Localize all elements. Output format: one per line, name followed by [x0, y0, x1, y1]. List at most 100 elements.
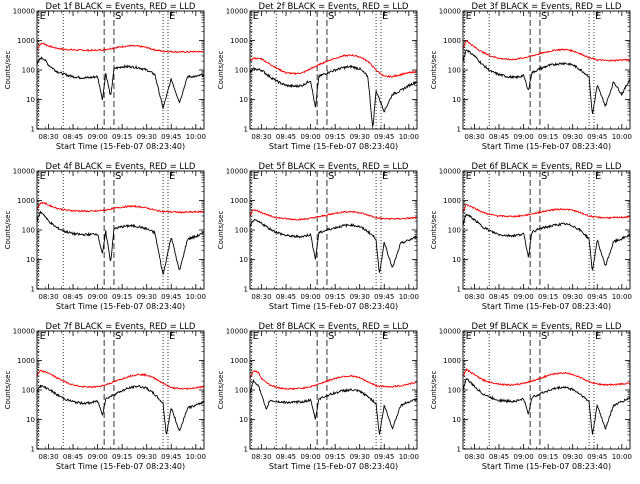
event-marker-label: S: [115, 171, 121, 182]
y-tick-label: 1: [244, 126, 248, 134]
event-marker-label: E: [40, 331, 46, 342]
x-tick-label: 08:45: [63, 453, 83, 461]
series-line-lld: [36, 369, 205, 391]
y-tick-label: 100: [448, 227, 461, 235]
series-line-lld: [36, 201, 205, 214]
y-tick-label: 100: [235, 387, 248, 395]
event-marker-label: E: [382, 171, 388, 182]
y-axis-label: Counts/sec: [430, 371, 438, 410]
chart-panel-8: Det 8f BLACK = Events, RED = LLD Counts/s…: [217, 322, 419, 471]
x-axis-label: Start Time (15-Feb-07 08:23:40): [269, 462, 398, 471]
y-tick-label: 10000: [439, 8, 461, 16]
y-tick-label: 1000: [230, 357, 248, 365]
y-tick-label: 100: [22, 387, 35, 395]
event-marker-label: S: [328, 331, 334, 342]
x-tick-label: 08:30: [38, 133, 58, 141]
event-marker-label: E: [169, 331, 175, 342]
y-tick-label: 10: [26, 416, 35, 424]
plot-frame: [36, 10, 205, 130]
x-tick-label: 08:45: [63, 133, 83, 141]
x-tick-label: 10:00: [612, 293, 632, 301]
x-axis-label: Start Time (15-Feb-07 08:23:40): [56, 462, 185, 471]
x-tick-label: 09:30: [563, 293, 583, 301]
y-axis-label: Counts/sec: [430, 211, 438, 250]
event-marker-label: E: [382, 11, 388, 22]
x-axis-label: Start Time (15-Feb-07 08:23:40): [56, 142, 185, 151]
series-line-events: [462, 213, 631, 272]
event-marker-label: S: [541, 171, 547, 182]
chart-panel-3: Det 3f BLACK = Events, RED = LLD Counts/s…: [430, 2, 632, 151]
y-tick-label: 10000: [439, 168, 461, 176]
x-tick-label: 10:00: [186, 293, 206, 301]
series-line-events: [249, 218, 417, 273]
x-tick-label: 08:30: [251, 453, 271, 461]
x-tick-label: 09:15: [325, 453, 345, 461]
plot-frame: [249, 330, 418, 450]
event-marker-label: E: [466, 171, 472, 182]
x-tick-label: 09:45: [587, 453, 607, 461]
chart-panel-7: Det 7f BLACK = Events, RED = LLD Counts/s…: [4, 322, 206, 471]
event-marker-label: E: [466, 331, 472, 342]
series-line-lld: [462, 367, 631, 387]
x-tick-label: 09:30: [137, 293, 157, 301]
x-tick-label: 09:15: [112, 133, 132, 141]
plot-frame: [36, 170, 205, 290]
event-marker-label: E: [40, 11, 46, 22]
y-axis-label: Counts/sec: [217, 371, 225, 410]
y-tick-label: 1: [457, 446, 461, 454]
x-axis-label: Start Time (15-Feb-07 08:23:40): [482, 142, 611, 151]
event-marker-label: E: [253, 11, 259, 22]
x-tick-label: 08:30: [464, 133, 484, 141]
chart-title: Det 8f BLACK = Events, RED = LLD: [259, 322, 409, 332]
x-tick-label: 09:00: [300, 453, 320, 461]
plot-frame: [462, 330, 631, 450]
event-marker-label: E: [40, 171, 46, 182]
x-tick-label: 10:00: [399, 293, 419, 301]
y-tick-label: 1: [457, 126, 461, 134]
x-tick-label: 09:15: [325, 293, 345, 301]
x-tick-label: 09:00: [513, 133, 533, 141]
x-axis-label: Start Time (15-Feb-07 08:23:40): [269, 302, 398, 311]
y-tick-label: 10: [239, 256, 248, 264]
series-line-lld: [36, 42, 204, 54]
x-axis-label: Start Time (15-Feb-07 08:23:40): [56, 302, 185, 311]
y-tick-label: 1000: [443, 197, 461, 205]
event-marker-label: E: [253, 331, 259, 342]
y-tick-label: 1000: [17, 197, 35, 205]
x-tick-label: 09:00: [87, 293, 107, 301]
x-tick-label: 08:30: [251, 293, 271, 301]
x-tick-label: 09:00: [87, 133, 107, 141]
y-tick-label: 1000: [17, 37, 35, 45]
y-tick-label: 100: [448, 67, 461, 75]
x-tick-label: 08:30: [251, 133, 271, 141]
x-tick-label: 08:45: [63, 293, 83, 301]
x-tick-label: 09:30: [350, 293, 370, 301]
chart-title: Det 7f BLACK = Events, RED = LLD: [46, 322, 196, 332]
y-tick-label: 1000: [230, 197, 248, 205]
x-tick-label: 09:00: [513, 453, 533, 461]
y-tick-label: 10000: [13, 328, 35, 336]
chart-title: Det 6f BLACK = Events, RED = LLD: [472, 162, 622, 172]
x-tick-label: 08:45: [276, 133, 296, 141]
chart-title: Det 1f BLACK = Events, RED = LLD: [46, 2, 196, 12]
x-tick-label: 09:30: [137, 133, 157, 141]
y-tick-label: 10000: [226, 8, 248, 16]
chart-panel-2: Det 2f BLACK = Events, RED = LLD Counts/s…: [217, 2, 419, 151]
series-line-events: [36, 210, 204, 275]
x-tick-label: 09:15: [112, 453, 132, 461]
plot-frame: [249, 10, 418, 130]
y-axis-label: Counts/sec: [4, 51, 12, 90]
y-tick-label: 10000: [13, 8, 35, 16]
y-axis-label: Counts/sec: [4, 371, 12, 410]
y-tick-label: 100: [22, 227, 35, 235]
y-tick-label: 10000: [13, 168, 35, 176]
x-tick-label: 08:45: [489, 293, 509, 301]
y-tick-label: 10000: [226, 328, 248, 336]
chart-title: Det 2f BLACK = Events, RED = LLD: [259, 2, 409, 12]
y-tick-label: 1000: [230, 37, 248, 45]
x-tick-label: 09:45: [374, 453, 394, 461]
event-marker-label: E: [169, 11, 175, 22]
y-tick-label: 1000: [443, 37, 461, 45]
plot-frame: [462, 170, 631, 290]
